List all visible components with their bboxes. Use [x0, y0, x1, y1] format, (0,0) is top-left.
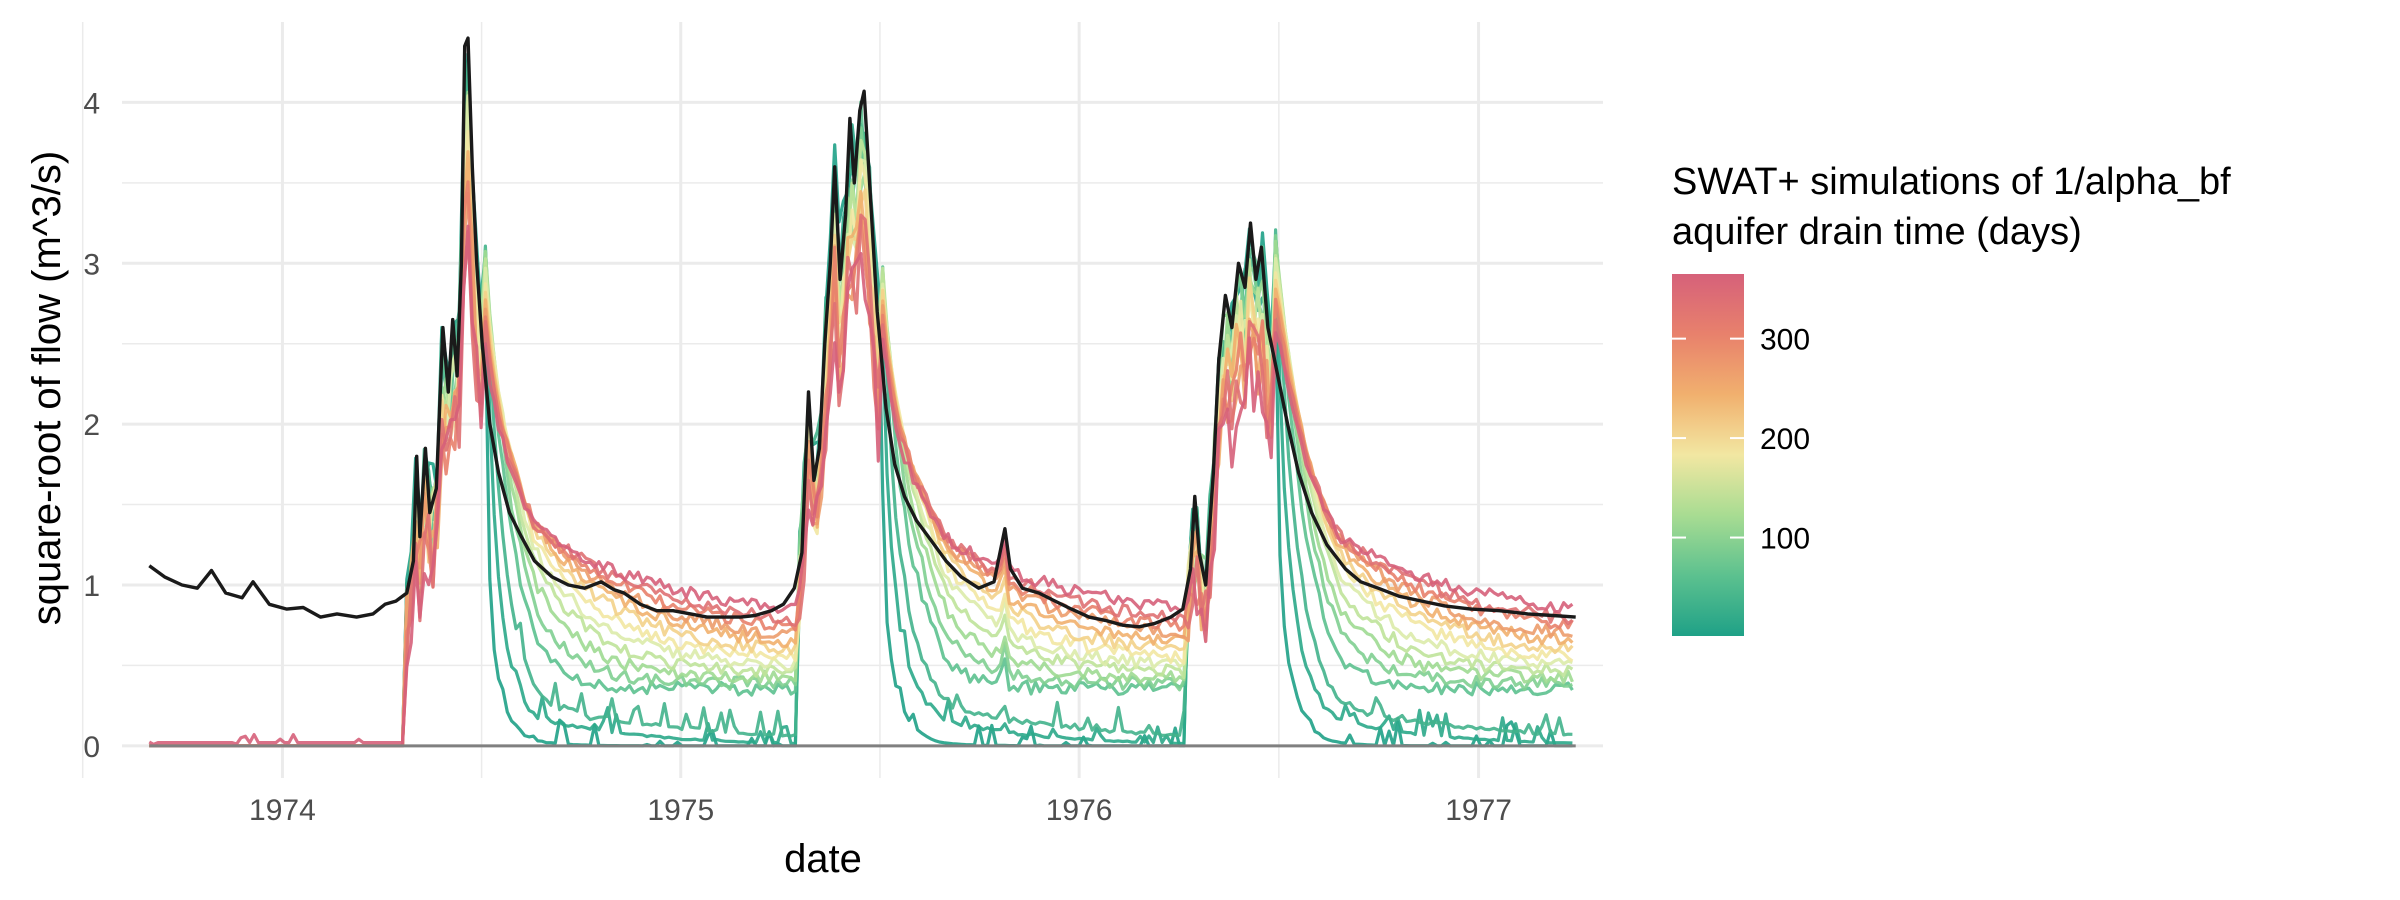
legend-title-line-2: aquifer drain time (days) [1672, 211, 2082, 253]
x-tick-label: 1975 [647, 794, 714, 827]
legend-ticks: 100 200 300 [1672, 324, 1810, 556]
x-tick-label: 1977 [1445, 794, 1512, 827]
simulated-series-line [149, 191, 1573, 748]
y-axis-title: square-root of flow (m^3/s) [25, 151, 69, 625]
simulated-series-line [148, 224, 1574, 746]
legend-tick-label: 300 [1760, 324, 1810, 357]
x-axis-title: date [784, 837, 862, 881]
observed-series-group [148, 36, 1576, 629]
simulated-series-group [148, 52, 1574, 748]
legend-title-line-1: SWAT+ simulations of 1/alpha_bf [1672, 161, 2231, 203]
y-axis-ticks: 0 1 2 3 4 [83, 87, 100, 763]
y-tick-label: 2 [83, 409, 100, 442]
simulated-series-line [149, 213, 1574, 748]
legend: SWAT+ simulations of 1/alpha_bf aquifer … [1672, 161, 2231, 636]
x-tick-label: 1974 [249, 794, 316, 827]
x-tick-label: 1976 [1046, 794, 1113, 827]
grid-minor [81, 22, 1603, 778]
x-axis-ticks: 1974 1975 1976 1977 [249, 794, 1512, 827]
y-tick-label: 3 [83, 248, 100, 281]
observed-series-line [148, 36, 1576, 629]
legend-colorbar [1672, 274, 1744, 636]
y-tick-label: 0 [83, 731, 100, 764]
legend-tick-label: 200 [1760, 423, 1810, 456]
legend-tick-label: 100 [1760, 523, 1810, 556]
y-tick-label: 4 [83, 87, 100, 120]
y-tick-label: 1 [83, 570, 100, 603]
